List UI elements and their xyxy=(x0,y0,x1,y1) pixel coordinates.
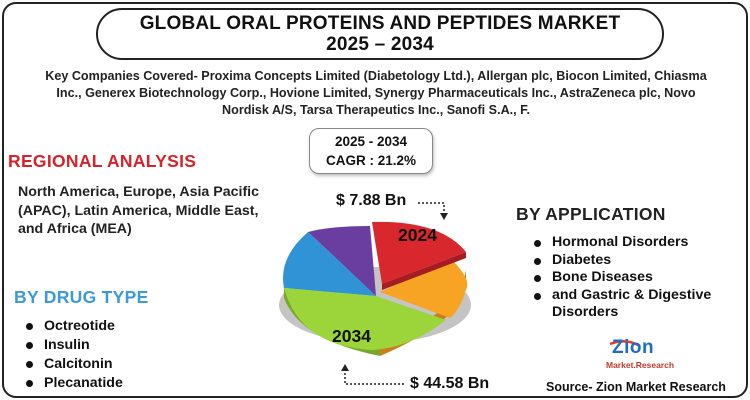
start-year-label: 2024 xyxy=(398,225,437,245)
application-heading: BY APPLICATION xyxy=(516,204,666,224)
regional-analysis-heading: REGIONAL ANALYSIS xyxy=(8,151,197,171)
drug-type-item: Octreotide xyxy=(20,317,123,336)
application-item: and Gastric & Digestive xyxy=(528,287,711,305)
cagr-period: 2025 - 2034 xyxy=(334,134,408,149)
logo-subtext: Market.Research xyxy=(606,360,675,370)
regional-analysis-text: North America, Europe, Asia Pacific (APA… xyxy=(18,184,259,237)
source-credit: Source- Zion Market Research xyxy=(546,380,726,394)
key-companies-text: Key Companies Covered- Proxima Concepts … xyxy=(45,69,707,117)
drug-type-item: Calcitonin xyxy=(20,355,123,374)
end-year-label: 2034 xyxy=(332,326,371,346)
title-line1: GLOBAL ORAL PROTEINS AND PEPTIDES MARKET xyxy=(139,13,621,34)
end-market-value: $ 44.58 Bn xyxy=(410,375,490,392)
title-banner: GLOBAL ORAL PROTEINS AND PEPTIDES MARKET… xyxy=(96,8,664,60)
title-line2: 2025 – 2034 xyxy=(326,34,434,55)
drug-type-item: Plecanatide xyxy=(20,374,123,393)
drug-type-list: Octreotide Insulin Calcitonin Plecanatid… xyxy=(20,317,123,393)
drug-type-item: Insulin xyxy=(20,336,123,355)
drug-type-heading: BY DRUG TYPE xyxy=(14,287,149,307)
application-item: Bone Diseases xyxy=(528,269,711,287)
cagr-box: 2025 - 2034 CAGR : 21.2% xyxy=(309,128,433,174)
logo-word: Zion xyxy=(612,337,655,358)
application-item: Diabetes xyxy=(528,252,711,270)
application-list: Hormonal Disorders Diabetes Bone Disease… xyxy=(528,234,711,322)
application-item: Hormonal Disorders xyxy=(528,234,711,252)
application-item-continuation: Disorders xyxy=(552,304,619,320)
cagr-value: CAGR : 21.2% xyxy=(325,153,417,168)
zion-logo: Zion Market.Research xyxy=(606,337,686,374)
zion-logo-mark xyxy=(609,340,641,348)
start-market-value: $ 7.88 Bn xyxy=(336,192,407,209)
